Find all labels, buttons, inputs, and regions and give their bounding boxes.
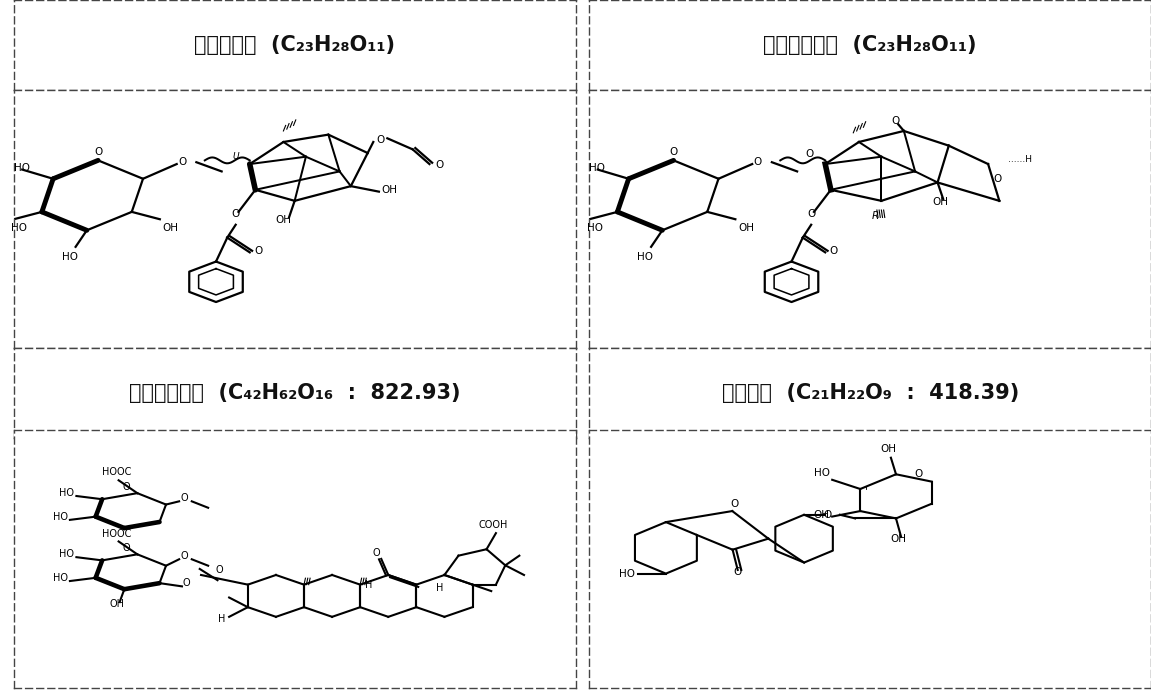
- Text: HO: HO: [53, 573, 68, 583]
- Text: 알비플로린  (C₂₃H₂₈O₁₁): 알비플로린 (C₂₃H₂₈O₁₁): [195, 35, 395, 55]
- Text: OH: OH: [738, 223, 754, 233]
- Text: H: H: [219, 614, 226, 624]
- Text: OH: OH: [382, 186, 398, 196]
- Text: HO: HO: [59, 549, 74, 559]
- Text: O: O: [823, 509, 831, 520]
- Text: O: O: [733, 567, 742, 578]
- Text: HO: HO: [587, 223, 602, 233]
- Text: ......H: ......H: [1008, 155, 1031, 164]
- Text: O: O: [731, 500, 739, 509]
- Text: O: O: [254, 246, 262, 256]
- Text: O: O: [806, 149, 814, 159]
- Text: HO: HO: [14, 163, 30, 173]
- Text: O: O: [231, 209, 239, 219]
- Text: O: O: [122, 543, 130, 553]
- Text: HO: HO: [12, 223, 26, 233]
- Text: HO: HO: [638, 253, 654, 262]
- Text: O: O: [670, 147, 678, 157]
- Text: COOH: COOH: [479, 521, 509, 530]
- Text: ': ': [866, 487, 868, 496]
- Text: OH: OH: [275, 215, 291, 225]
- Text: 패오니플로린  (C₂₃H₂₈O₁₁): 패오니플로린 (C₂₃H₂₈O₁₁): [763, 35, 977, 55]
- Text: HO: HO: [62, 253, 78, 262]
- Text: H: H: [365, 580, 372, 590]
- Text: O: O: [183, 578, 191, 588]
- Text: O: O: [122, 482, 130, 491]
- Text: OH: OH: [932, 196, 948, 207]
- Text: O: O: [754, 157, 762, 167]
- Text: HOOC: HOOC: [101, 468, 131, 477]
- Text: 리케리틴  (C₂₁H₂₂O₉  :  418.39): 리케리틴 (C₂₁H₂₂O₉ : 418.39): [722, 383, 1019, 403]
- Text: O: O: [435, 160, 443, 170]
- Text: 글리시리진산  (C₄₂H₆₂O₁₆  :  822.93): 글리시리진산 (C₄₂H₆₂O₁₆ : 822.93): [129, 383, 460, 403]
- Text: O: O: [915, 469, 923, 480]
- Text: OH: OH: [109, 599, 124, 609]
- Text: O: O: [178, 157, 186, 167]
- Text: OH: OH: [162, 223, 178, 233]
- Text: O: O: [891, 116, 900, 125]
- Text: HO: HO: [59, 488, 74, 498]
- Text: HO: HO: [619, 569, 635, 578]
- Text: OH: OH: [891, 535, 907, 544]
- Text: HO: HO: [589, 163, 605, 173]
- Text: O: O: [180, 551, 188, 561]
- Text: O: O: [830, 246, 838, 256]
- Text: HO: HO: [53, 512, 68, 522]
- Text: U: U: [233, 152, 239, 161]
- Text: O: O: [376, 135, 384, 145]
- Text: O: O: [373, 548, 380, 557]
- Text: O: O: [993, 175, 1003, 184]
- Text: OH: OH: [814, 510, 830, 521]
- Text: OH: OH: [881, 444, 897, 454]
- Text: O: O: [215, 565, 222, 576]
- Text: O: O: [180, 493, 188, 503]
- Text: O: O: [807, 209, 815, 219]
- Text: R: R: [872, 212, 879, 221]
- Text: HOOC: HOOC: [101, 529, 131, 539]
- Text: H: H: [436, 583, 443, 593]
- Text: HO: HO: [814, 468, 830, 478]
- Text: O: O: [94, 147, 102, 157]
